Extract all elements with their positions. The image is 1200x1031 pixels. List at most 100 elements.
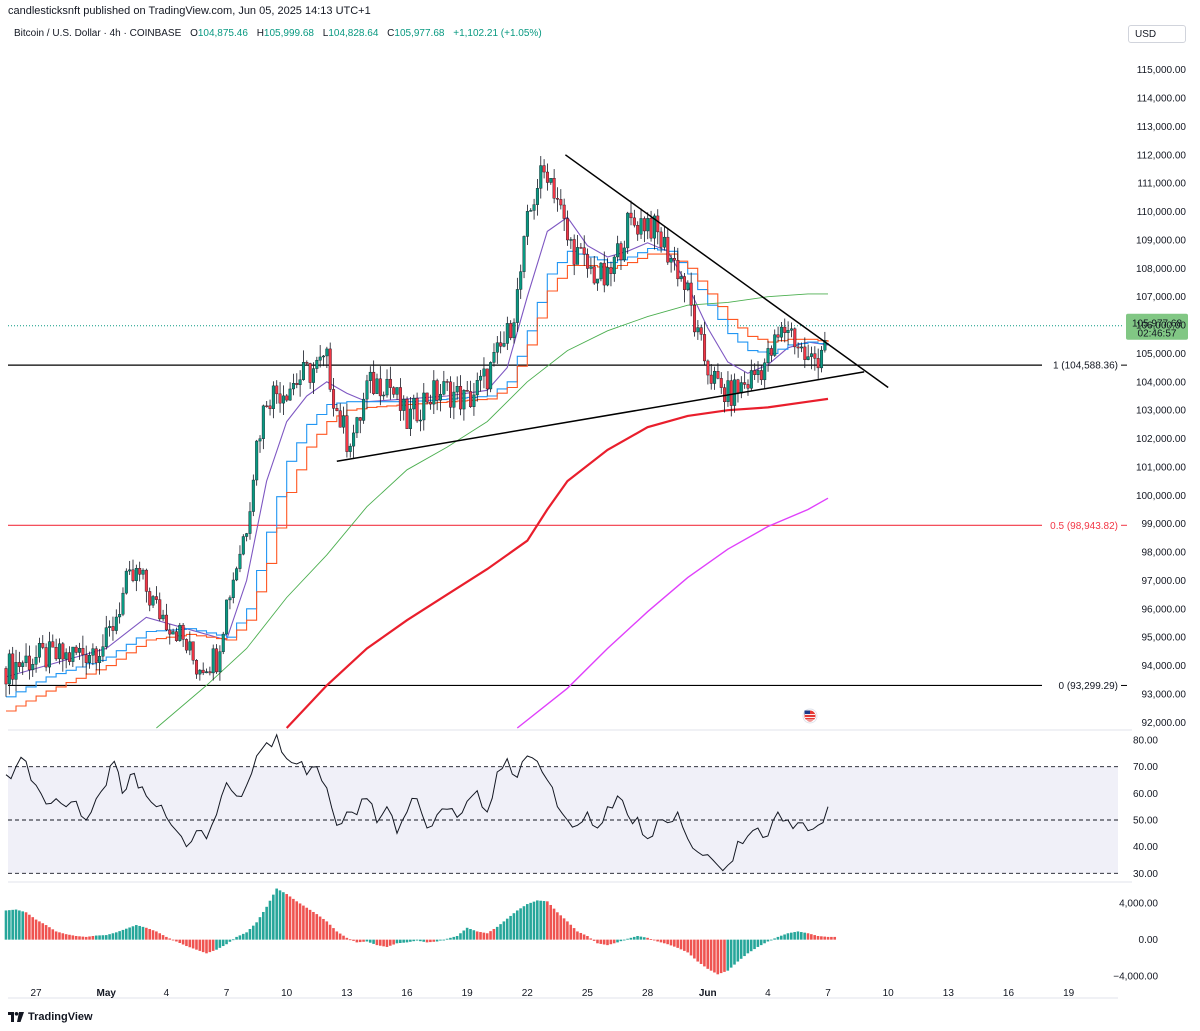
histogram-bar	[582, 934, 586, 940]
candle-body	[766, 348, 770, 364]
histogram-bar	[606, 939, 609, 946]
histogram-pane[interactable]	[4, 888, 837, 975]
time-axis-tick-label: 4	[164, 988, 170, 999]
price-axis-tick-label: 107,000.00	[1136, 292, 1186, 303]
candle-body	[535, 188, 539, 205]
candle-body	[398, 387, 402, 411]
candle-body	[375, 378, 379, 394]
candle-body	[211, 648, 215, 674]
candle-body	[799, 346, 803, 349]
candle-body	[174, 631, 178, 641]
histogram-bar	[729, 939, 733, 968]
histogram-bar	[155, 931, 158, 940]
histogram-bar	[552, 908, 556, 940]
candle-body	[245, 533, 249, 537]
histogram-bar	[215, 939, 218, 950]
candle-body	[388, 378, 392, 388]
candle-body	[489, 362, 493, 390]
histogram-bar	[24, 912, 28, 940]
candle-body	[37, 643, 41, 658]
rsi-axis-tick-label: 30.00	[1133, 869, 1158, 880]
histogram-bar	[703, 939, 706, 967]
price-axis-tick-label: 97,000.00	[1142, 576, 1187, 587]
candle-body	[291, 383, 295, 390]
candle-body	[124, 570, 128, 594]
candle-body	[261, 405, 265, 439]
histogram-bar	[101, 935, 105, 940]
histogram-bar	[826, 936, 830, 940]
histogram-bar	[255, 922, 258, 940]
histogram-bar	[622, 939, 626, 941]
candle-body	[415, 397, 419, 422]
price-axis-tick-label: 96,000.00	[1142, 604, 1187, 615]
histogram-bar	[562, 918, 566, 940]
candle-body	[659, 231, 663, 248]
histogram-bar	[51, 929, 55, 940]
histogram-bar	[806, 933, 810, 940]
candle-body	[221, 633, 225, 652]
candle-body	[402, 398, 406, 411]
high-label: H	[256, 28, 264, 39]
time-axis-tick-label: 16	[1003, 988, 1015, 999]
histogram-bar	[88, 936, 91, 940]
price-pane[interactable]: 1 (104,588.36) 0.5 (98,943.82) 0 (93,299.2…	[4, 154, 1188, 729]
histogram-bar	[713, 939, 716, 973]
candle-body	[188, 641, 192, 651]
candle-body	[378, 378, 382, 397]
candle-body	[285, 395, 289, 401]
candle-body	[111, 626, 115, 631]
candle-body	[31, 664, 35, 671]
candle-body	[24, 655, 28, 663]
histogram-bar	[44, 925, 48, 940]
histogram-bar	[11, 909, 14, 940]
symbol-title[interactable]: Bitcoin / U.S. Dollar · 4h · COINBASE	[14, 28, 182, 39]
tradingview-brand[interactable]: TradingView	[8, 1011, 93, 1023]
candle-body	[622, 247, 626, 261]
histogram-axis-tick-label: 0.00	[1139, 935, 1159, 946]
candle-body	[228, 597, 232, 601]
histogram-bar	[666, 939, 669, 945]
rsi-pane[interactable]	[5, 733, 1118, 874]
histogram-bar	[830, 936, 833, 940]
histogram-bar	[205, 939, 208, 954]
histogram-bar	[41, 923, 45, 940]
histogram-bar	[218, 939, 222, 948]
histogram-bar	[235, 936, 238, 940]
histogram-bar	[181, 939, 185, 945]
candle-body	[596, 278, 600, 284]
histogram-bar	[556, 912, 559, 940]
histogram-bar	[696, 939, 700, 962]
candle-body	[67, 652, 71, 662]
low-value: 104,828.64	[328, 28, 379, 39]
histogram-bar	[746, 939, 750, 954]
histogram-bar	[148, 929, 151, 940]
candle-body	[178, 624, 182, 641]
candle-body	[562, 204, 566, 219]
histogram-bar	[609, 939, 613, 945]
candle-body	[449, 381, 453, 408]
candle-body	[726, 380, 730, 403]
histogram-bar	[318, 916, 322, 940]
candle-body	[455, 386, 459, 393]
price-axis-tick-label: 108,000.00	[1136, 264, 1186, 275]
candle-body	[121, 592, 125, 615]
currency-button[interactable]: USD	[1128, 25, 1186, 43]
candle-body	[54, 646, 58, 660]
histogram-bar	[275, 888, 278, 940]
histogram-bar	[833, 936, 837, 940]
time-axis-tick-label: Jun	[699, 988, 717, 999]
candle-body	[592, 266, 596, 284]
candle-body	[205, 671, 209, 674]
time-axis-tick-label: May	[97, 988, 117, 999]
candle-body	[215, 648, 219, 673]
candle-body	[676, 260, 680, 280]
histogram-bar	[211, 939, 215, 951]
histogram-bar	[405, 939, 409, 943]
histogram-bar	[248, 929, 252, 940]
candle-body	[81, 648, 85, 656]
rsi-axis-tick-label: 40.00	[1133, 842, 1158, 853]
brand-name: TradingView	[28, 1011, 93, 1023]
candle-body	[656, 215, 660, 233]
histogram-bar	[783, 934, 786, 940]
